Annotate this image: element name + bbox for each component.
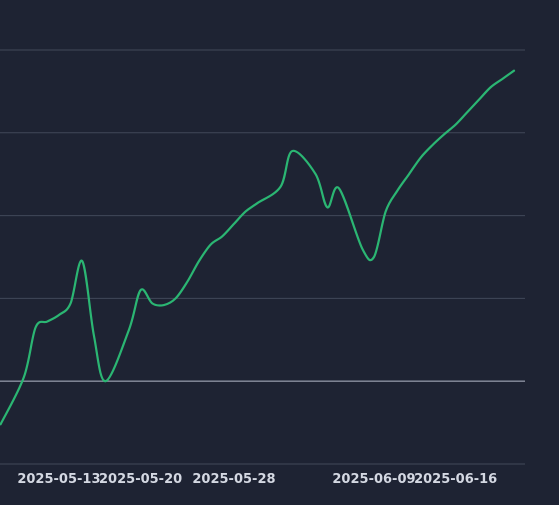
x-tick-label: 2025-06-09 <box>332 472 415 487</box>
x-tick-label: 2025-05-20 <box>99 472 182 487</box>
x-tick-label: 2025-05-28 <box>192 472 275 487</box>
x-tick-label: 2025-05-13 <box>17 472 100 487</box>
series-lines <box>0 69 516 426</box>
x-tick-label: 2025-06-16 <box>414 472 497 487</box>
series-line-0 <box>0 69 516 426</box>
grid-lines <box>0 49 525 465</box>
